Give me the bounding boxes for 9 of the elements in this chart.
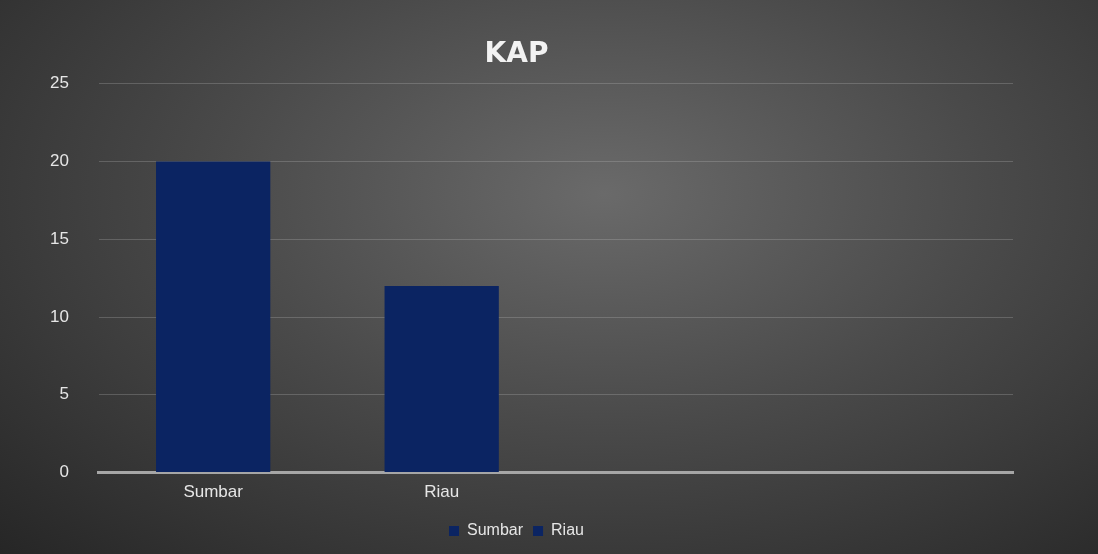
legend-label: Sumbar (467, 521, 524, 539)
y-tick-label: 5 (59, 384, 69, 404)
chart-title: KAP (484, 36, 549, 70)
y-tick-label: 20 (49, 151, 69, 171)
legend-label: Riau (551, 521, 584, 539)
y-tick-label: 0 (59, 462, 69, 482)
y-tick-label: 10 (49, 306, 69, 326)
y-tick-label: 25 (49, 73, 69, 93)
y-tick-label: 15 (49, 228, 69, 248)
